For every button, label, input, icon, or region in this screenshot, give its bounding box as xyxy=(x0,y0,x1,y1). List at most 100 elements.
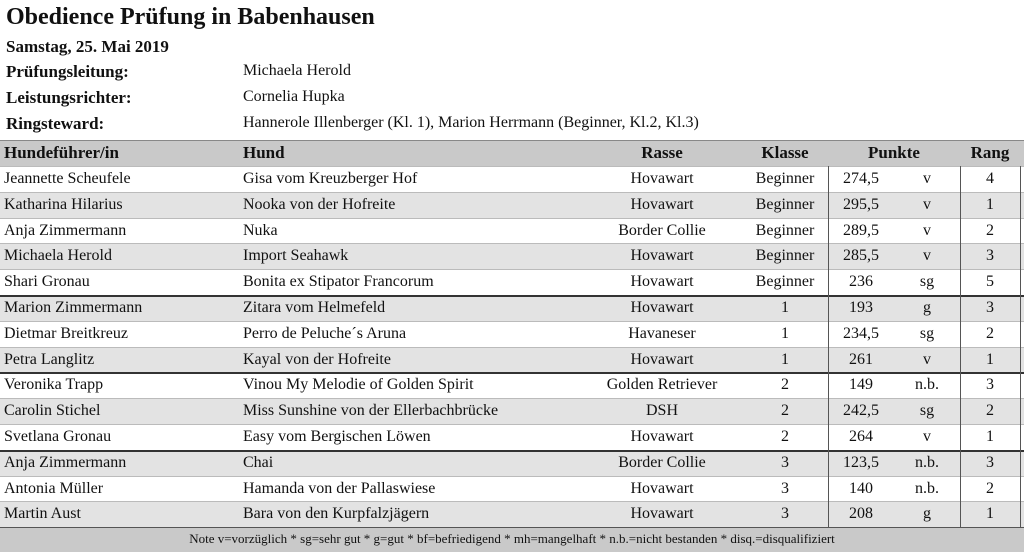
column-header: Klasse xyxy=(761,143,809,162)
table-cell: sg xyxy=(919,273,935,291)
table-cell: 3 xyxy=(986,453,994,471)
table-cell: 2 xyxy=(781,428,789,445)
table-cell: 2 xyxy=(986,479,994,497)
table-cell: g xyxy=(923,505,931,523)
table-cell: Hovawart xyxy=(630,195,694,213)
table-cell: 1 xyxy=(781,299,789,316)
table-cell: v xyxy=(923,195,931,213)
table-cell: Carolin Stichel xyxy=(4,402,101,420)
table-cell: Zitara vom Helmefeld xyxy=(243,299,386,316)
table-cell: Anja Zimmermann xyxy=(4,221,127,239)
table-cell: 2 xyxy=(986,221,994,239)
table-cell: Border Collie xyxy=(618,221,706,239)
table-cell: v xyxy=(923,170,931,187)
table-cell: Hovawart xyxy=(630,505,694,523)
table-cell: 193 xyxy=(849,299,873,316)
column-header: Punkte xyxy=(868,143,920,162)
row-bg xyxy=(0,295,1024,321)
title: Obedience Prüfung in Babenhausen xyxy=(6,4,375,30)
table-cell: 3 xyxy=(781,505,789,523)
table-cell: Perro de Peluche´s Aruna xyxy=(243,324,407,342)
table-cell: Border Collie xyxy=(618,453,706,471)
table-cell: Havaneser xyxy=(628,324,696,342)
table-cell: Svetlana Gronau xyxy=(4,428,112,445)
row-bg xyxy=(0,398,1024,424)
table-cell: Beginner xyxy=(755,195,815,213)
table-cell: 140 xyxy=(849,479,873,497)
table-cell: 1 xyxy=(781,350,789,368)
table-cell: 1 xyxy=(986,195,994,213)
column-header: Hund xyxy=(243,143,285,162)
row-bg xyxy=(0,449,1024,476)
table-cell: DSH xyxy=(645,402,678,420)
table-cell: Beginner xyxy=(755,247,815,265)
table-cell: Nuka xyxy=(243,221,278,239)
header-bg xyxy=(0,140,1024,167)
table-cell: Beginner xyxy=(755,221,815,239)
row-bg xyxy=(0,501,1024,528)
row-bg xyxy=(0,243,1024,270)
table-cell: Bara von den Kurpfalzjägern xyxy=(243,505,430,523)
table-cell: n.b. xyxy=(915,376,939,394)
table-cell: Hovawart xyxy=(630,350,694,368)
info-label: Ringsteward: xyxy=(6,114,105,133)
info-label: Leistungsrichter: xyxy=(6,88,132,107)
row-bg xyxy=(0,166,1024,192)
table-cell: v xyxy=(923,428,931,445)
table-cell: Easy vom Bergischen Löwen xyxy=(243,428,431,445)
table-cell: 234,5 xyxy=(843,324,879,342)
column-border xyxy=(828,166,829,528)
table-cell: 2 xyxy=(986,324,994,342)
table-cell: Shari Gronau xyxy=(4,273,90,291)
column-header: Rasse xyxy=(641,143,683,162)
table-cell: Beginner xyxy=(755,273,815,291)
table-cell: 149 xyxy=(849,376,873,394)
table-cell: 1 xyxy=(986,505,994,523)
table-cell: 208 xyxy=(849,505,873,523)
table-cell: Michaela Herold xyxy=(4,247,112,265)
table-cell: 3 xyxy=(986,376,994,394)
table-cell: Kayal von der Hofreite xyxy=(243,350,391,368)
info-label: Prüfungsleitung: xyxy=(6,62,129,81)
table-cell: Gisa vom Kreuzberger Hof xyxy=(243,170,418,187)
table-cell: Hovawart xyxy=(630,428,694,445)
table-cell: 274,5 xyxy=(843,170,879,187)
table-cell: Jeannette Scheufele xyxy=(4,170,131,187)
table-cell: g xyxy=(923,299,931,316)
table-cell: Anja Zimmermann xyxy=(4,453,127,471)
table-cell: 3 xyxy=(986,247,994,265)
table-cell: Bonita ex Stipator Francorum xyxy=(243,273,434,291)
table-cell: 3 xyxy=(781,453,789,471)
table-cell: 236 xyxy=(849,273,873,291)
table-cell: Dietmar Breitkreuz xyxy=(4,324,128,342)
table-cell: Hovawart xyxy=(630,299,694,316)
table-cell: 3 xyxy=(986,299,994,316)
table-cell: 4 xyxy=(986,170,994,187)
column-header: Rang xyxy=(970,143,1010,162)
table-cell: Hamanda von der Pallaswiese xyxy=(243,479,436,497)
table-cell: Chai xyxy=(243,453,274,471)
table-cell: Golden Retriever xyxy=(606,376,718,394)
table-cell: 3 xyxy=(781,479,789,497)
table-cell: 1 xyxy=(781,324,789,342)
table-cell: v xyxy=(923,221,931,239)
table-cell: 295,5 xyxy=(843,195,879,213)
table-cell: 264 xyxy=(849,428,873,445)
table-cell: Marion Zimmermann xyxy=(4,299,143,316)
row-bg xyxy=(0,217,1024,244)
table-cell: Import Seahawk xyxy=(243,247,349,265)
table-cell: Veronika Trapp xyxy=(4,376,104,394)
note-bg xyxy=(0,527,1024,552)
column-border xyxy=(960,166,961,528)
table-cell: Hovawart xyxy=(630,479,694,497)
table-cell: 5 xyxy=(986,273,994,291)
note: Note v=vorzüglich * sg=sehr gut * g=gut … xyxy=(189,531,835,547)
table-cell: Antonia Müller xyxy=(4,479,104,497)
row-bg xyxy=(0,424,1024,450)
column-border xyxy=(1020,166,1021,528)
table-cell: Miss Sunshine von der Ellerbachbrücke xyxy=(243,402,499,420)
table-cell: n.b. xyxy=(915,453,939,471)
row-bg xyxy=(0,191,1024,218)
row-bg xyxy=(0,346,1024,373)
